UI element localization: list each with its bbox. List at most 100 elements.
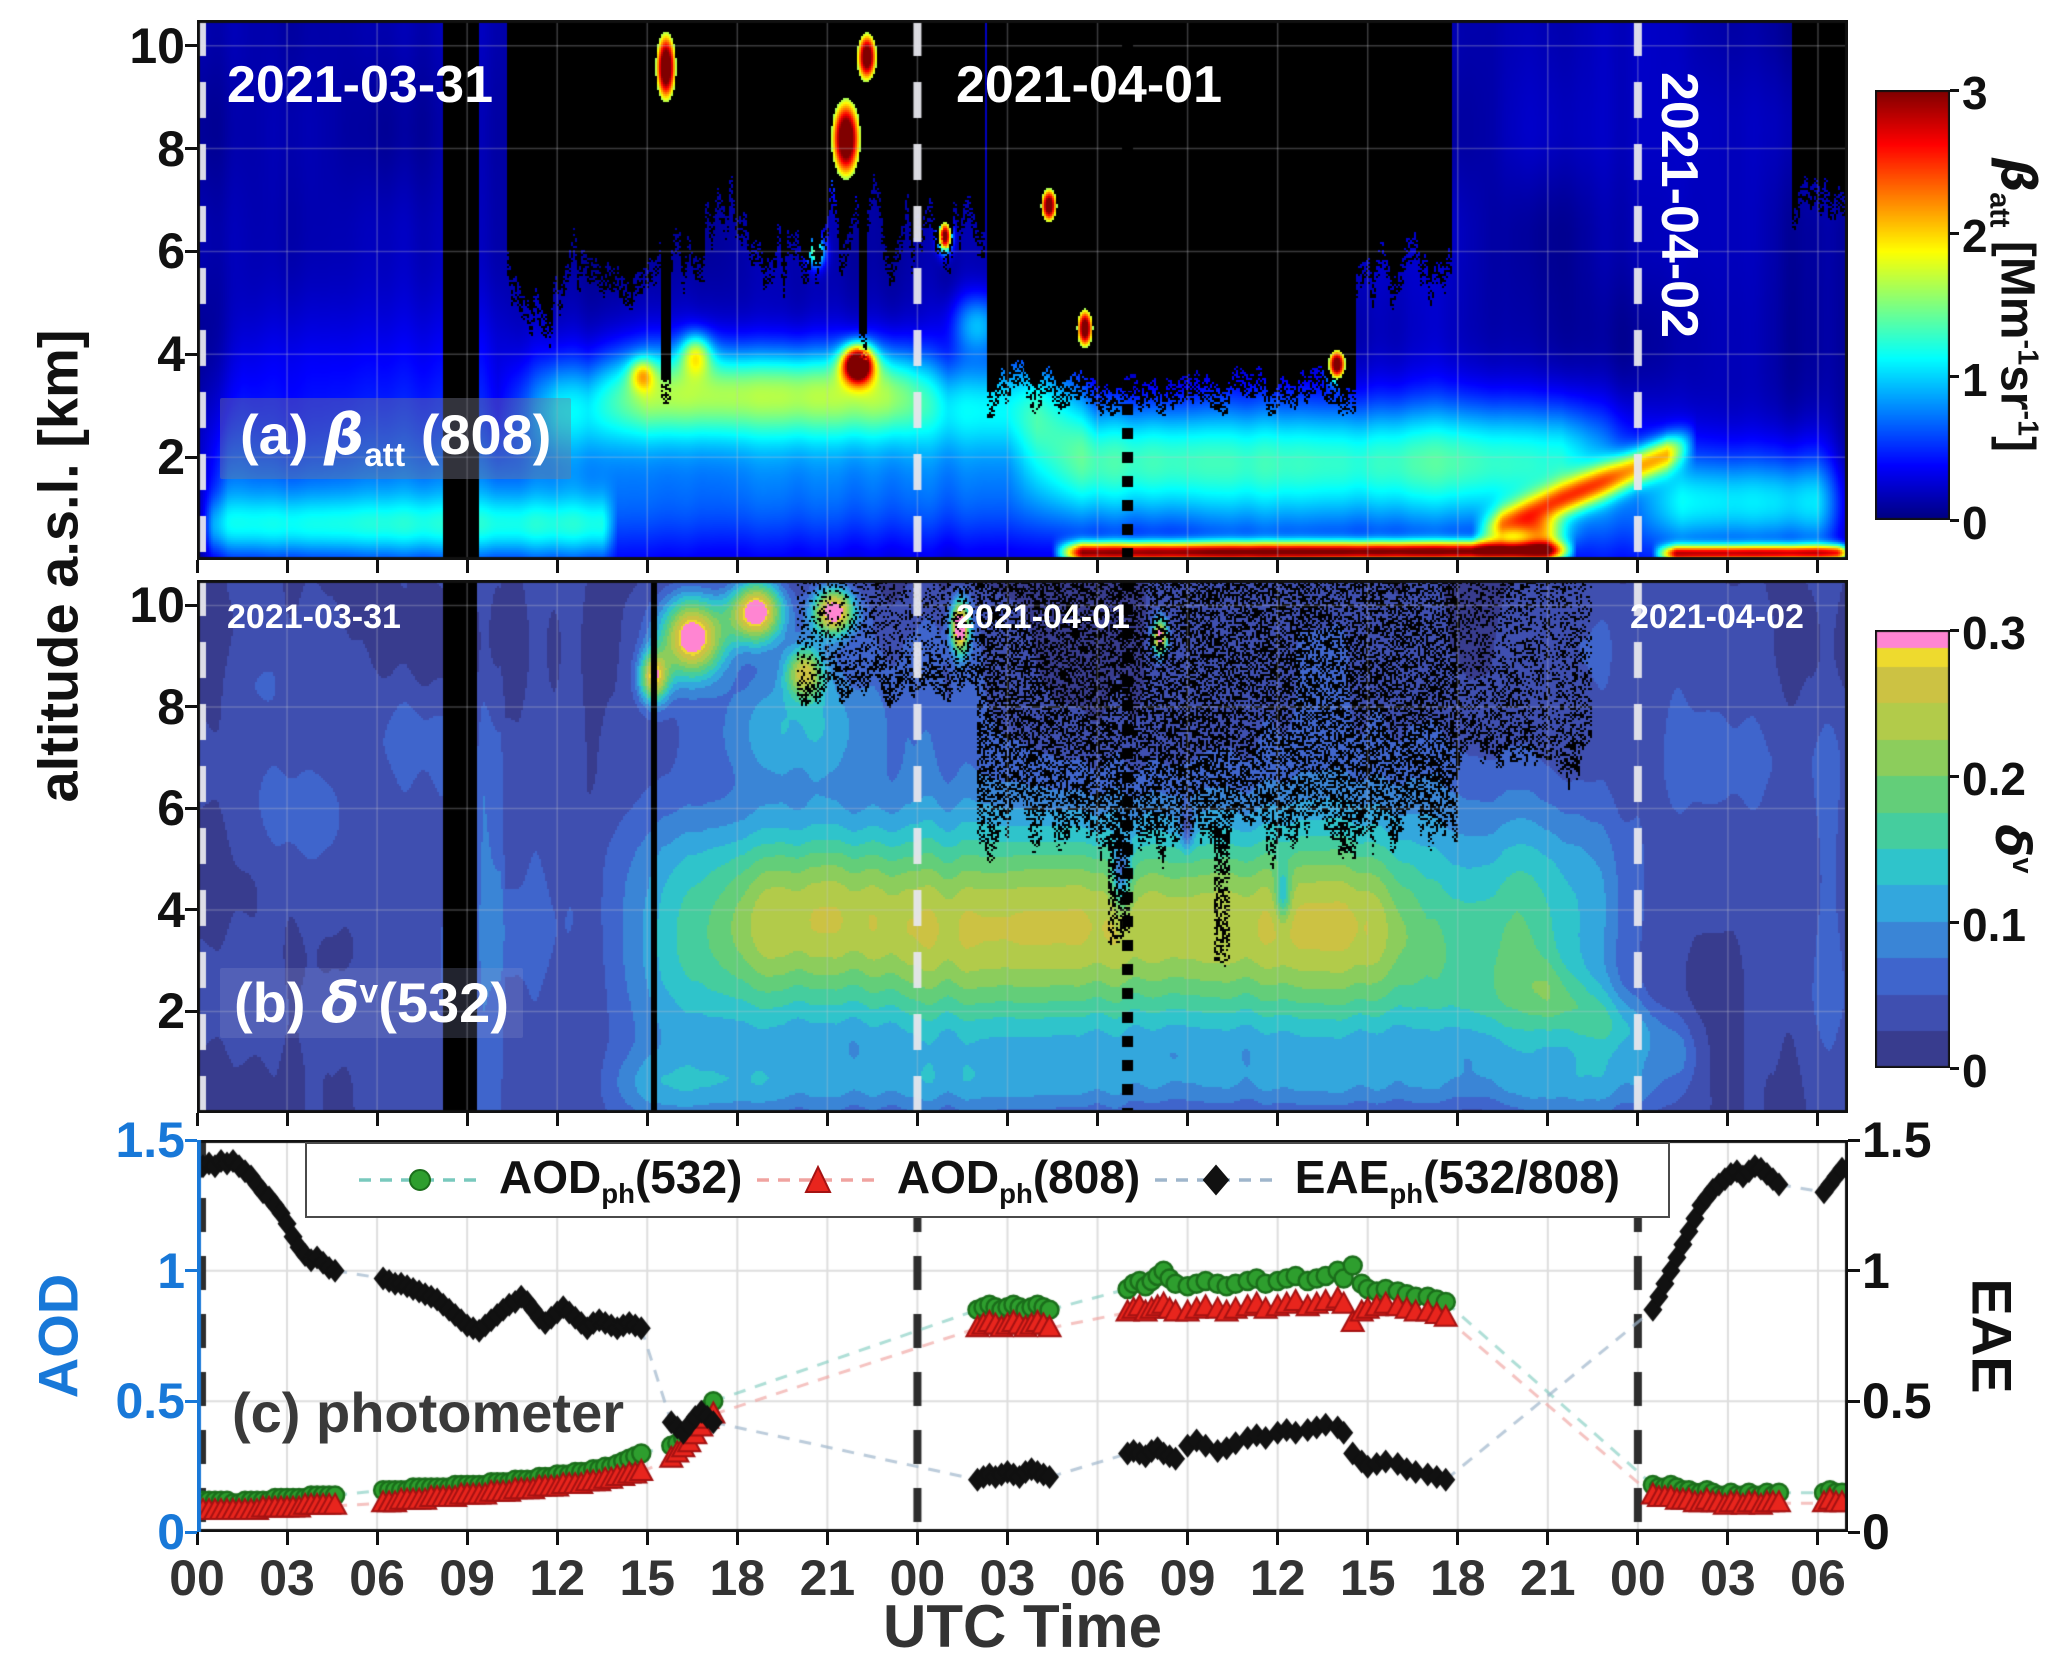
date-label-a-1: 2021-03-31 [227, 56, 493, 114]
x-tick-mark [555, 560, 559, 573]
x-tick-mark [1096, 1113, 1100, 1126]
x-tick-mark [1276, 560, 1280, 573]
colorbar-b-label: δv [1984, 825, 2040, 874]
date-label-b-1: 2021-03-31 [227, 598, 401, 636]
x-tick-mark [1005, 1113, 1009, 1126]
x-tick-mark [1816, 1532, 1820, 1545]
alt-tick-label: 8 [157, 120, 185, 177]
legend-marker-aod532-icon [359, 1169, 481, 1191]
panel-b-tag-pre: (b) [234, 971, 322, 1034]
x-tick-mark [735, 1113, 739, 1126]
x-tick-label: 09 [439, 1550, 495, 1606]
legend-label-eae-post: (532/808) [1423, 1150, 1620, 1203]
x-tick-mark [1366, 1113, 1370, 1126]
colorbar-a-tick-label: 2 [1962, 210, 1988, 263]
alt-tick-mark [185, 352, 197, 356]
alt-tick-label: 4 [157, 881, 185, 938]
panel-c-tag: (c) photometer [232, 1381, 624, 1444]
x-tick-mark [1726, 1113, 1730, 1126]
panel-b-heatmap-canvas [197, 580, 1848, 1113]
colorbar-a-tick-mark [1950, 375, 1959, 379]
x-tick-mark [1636, 1113, 1640, 1126]
panel-a-tag: (a) βatt (808) [220, 398, 572, 480]
colorbar-a [1875, 90, 1950, 520]
x-tick-mark [735, 560, 739, 573]
legend-label-aod808-post: (808) [1032, 1150, 1141, 1203]
x-tick-mark [465, 1532, 469, 1545]
alt-tick-mark [185, 603, 197, 607]
legend-label-aod532: AODph(532) [499, 1150, 742, 1210]
aod-tick-label: 1 [157, 1242, 185, 1299]
colorbar-a-tick-label: 3 [1962, 67, 1988, 119]
x-tick-mark [1456, 1532, 1460, 1545]
x-tick-mark [915, 560, 919, 573]
x-tick-mark [1276, 1113, 1280, 1126]
x-tick-label: 21 [799, 1550, 856, 1606]
x-tick-mark [1726, 1532, 1730, 1545]
panel-a-heatmap-canvas [197, 20, 1848, 560]
x-tick-mark [285, 1532, 289, 1545]
x-tick-mark [915, 1113, 919, 1126]
x-tick-mark [1005, 560, 1009, 573]
panel-b-tag-sup: v [359, 973, 379, 1011]
alt-tick-label: 4 [157, 326, 185, 383]
aod-tick-mark [185, 1269, 197, 1273]
x-tick-mark [1636, 560, 1640, 573]
x-tick-mark [1096, 1532, 1100, 1545]
date-label-b-2: 2021-04-01 [956, 598, 1130, 636]
eae-tick-mark [1848, 1138, 1860, 1142]
colorbar-a-tick-mark [1950, 88, 1959, 92]
alt-tick-mark [185, 44, 197, 48]
x-tick-mark [1546, 1113, 1550, 1126]
x-tick-label: 12 [1249, 1550, 1306, 1606]
alt-tick-label: 8 [157, 678, 185, 735]
legend-label-aod532-sub: ph [601, 1178, 635, 1210]
legend-label-aod808-pre: AOD [896, 1150, 1000, 1203]
colorbar-a-symbol: β [1989, 157, 2046, 193]
eae-tick-mark [1848, 1530, 1860, 1534]
x-tick-mark [1456, 1113, 1460, 1126]
x-tick-label: 15 [1339, 1550, 1396, 1606]
x-tick-label: 15 [619, 1550, 676, 1606]
legend-label-eae-pre: EAE [1294, 1150, 1390, 1203]
legend-marker-aod808-icon [756, 1164, 879, 1193]
eae-tick-label: 0.5 [1862, 1373, 1932, 1430]
alt-tick-mark [185, 705, 197, 709]
colorbar-b-tick-mark [1950, 920, 1959, 924]
x-tick-mark [1366, 560, 1370, 573]
colorbar-b-tick-label: 0.1 [1962, 899, 2026, 951]
eae-tick-label: 1.5 [1862, 1112, 1932, 1168]
aod-tick-label: 0.5 [115, 1373, 185, 1430]
colorbar-b-tick-label: 0 [1962, 1045, 1988, 1097]
x-tick-mark [555, 1532, 559, 1545]
legend-label-aod808-sub: ph [999, 1178, 1033, 1210]
x-axis-title: UTC Time [883, 1593, 1162, 1660]
eae-tick-label: 0 [1862, 1504, 1890, 1560]
x-tick-mark [1816, 1113, 1820, 1126]
alt-tick-mark [185, 1009, 197, 1013]
x-tick-mark [1726, 560, 1730, 573]
x-tick-label: 03 [1700, 1550, 1756, 1606]
x-tick-label: 09 [1159, 1550, 1216, 1606]
x-tick-mark [825, 1113, 829, 1126]
alt-tick-mark [185, 455, 197, 459]
x-tick-mark [1456, 560, 1460, 573]
aod-tick-label: 1.5 [115, 1112, 185, 1168]
x-tick-mark [645, 560, 649, 573]
x-tick-mark [1005, 1532, 1009, 1545]
x-tick-label: 06 [1069, 1550, 1126, 1606]
legend-item-aod532: AODph(532) [355, 1150, 742, 1210]
x-tick-mark [1096, 560, 1100, 573]
x-tick-mark [1186, 1532, 1190, 1545]
aod-tick-mark [185, 1138, 197, 1142]
colorbar-b-symbol-sup: v [2006, 857, 2038, 874]
x-tick-mark [465, 1113, 469, 1126]
x-tick-mark [645, 1532, 649, 1545]
colorbar-b-tick-label: 0.2 [1962, 753, 2026, 805]
x-tick-label: 18 [709, 1550, 766, 1606]
alt-tick-label: 10 [129, 17, 185, 74]
colorbar-a-tick-mark [1950, 231, 1959, 235]
x-tick-label: 00 [1610, 1550, 1666, 1606]
x-tick-label: 18 [1429, 1550, 1486, 1606]
